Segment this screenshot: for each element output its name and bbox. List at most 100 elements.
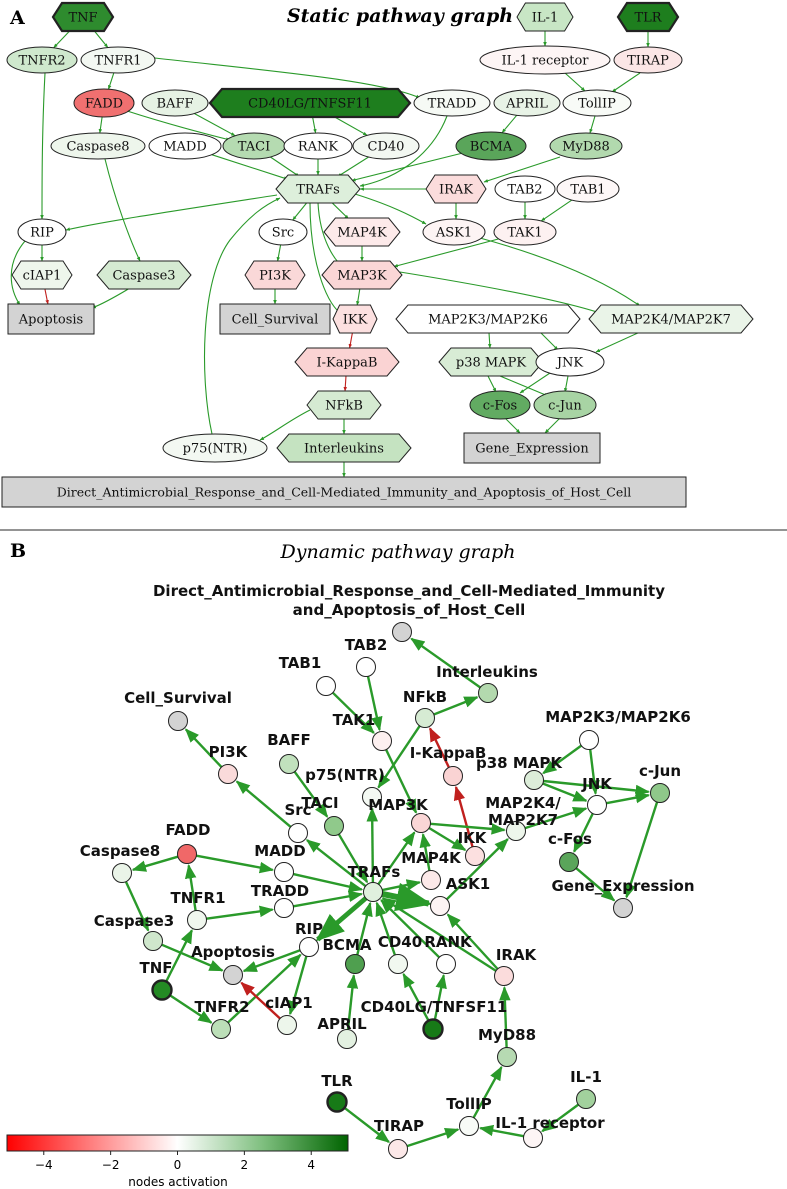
edge-map3k-to-ikk	[356, 288, 361, 306]
edge-map2k36-to-p38	[542, 744, 583, 775]
node-il-1-receptor-label: IL-1 receptor	[501, 54, 589, 69]
node-taci: TACI	[222, 132, 286, 160]
edge-tollip-to-myd88	[472, 1065, 503, 1119]
node-caspase3: Caspase3	[94, 912, 174, 951]
node-map2k3-map2k6: MAP2K3/MAP2K6	[395, 304, 581, 334]
node-tnfr1-circle	[187, 910, 207, 930]
node-map3k-label: MAP3K	[368, 796, 429, 814]
node-tab1-circle	[316, 676, 336, 696]
node-map3k-shape	[321, 260, 403, 290]
node-il-1-receptor-label: IL-1 receptor	[495, 1114, 605, 1132]
node-tnfr2: TNFR2	[194, 998, 250, 1039]
node-bcma-circle	[345, 954, 365, 974]
node-jnk: JNK	[535, 347, 605, 377]
node-il-1-label: IL-1	[532, 11, 558, 26]
edge-april-to-bcma	[501, 114, 518, 134]
node-fadd: FADD	[165, 821, 211, 864]
node-cell-survival-label: Cell_Survival	[124, 689, 232, 707]
node-i-kappab-label: I-KappaB	[410, 744, 487, 762]
edge-madd-to-trafs	[211, 154, 289, 180]
node-apoptosis-label: Apoptosis	[18, 313, 83, 328]
node-rank: RANK	[283, 132, 353, 160]
edge-rip-to-apoptosis	[10, 240, 26, 306]
node-map3k: MAP3K	[368, 796, 431, 833]
node-map4k-shape	[323, 217, 401, 247]
node-map2k3-map2k6-label: MAP2K3/MAP2K6	[545, 708, 691, 726]
node-tab2-shape	[494, 175, 556, 203]
panel-b-nodes: Direct_Antimicrobial_Response_and_Cell-M…	[80, 582, 695, 1159]
panel-b-title: Dynamic pathway graph	[279, 541, 515, 563]
node-gene-expression-circle	[613, 898, 633, 918]
node-pi3k-circle	[218, 764, 238, 784]
node-tnfr2-label: TNFR2	[18, 54, 65, 69]
node-il-1-receptor-circle	[523, 1128, 543, 1148]
edge-jnk-to-cfos	[573, 812, 594, 853]
node-i-kappab-label: I-KappaB	[317, 356, 378, 371]
node-rank-shape	[283, 132, 353, 160]
panel-b-edges	[124, 637, 659, 1148]
node-cd40: CD40	[378, 933, 422, 974]
node-c-jun-circle	[650, 783, 670, 803]
node-direct-antimicrobial-response-and-cell-mediated-immunity-and-apoptosis-of-host-cell: Direct_Antimicrobial_Response_and_Cell-M…	[1, 476, 687, 508]
node-tab1: TAB1	[279, 654, 336, 696]
node-interleukins: Interleukins	[436, 663, 538, 703]
edge-tnf-to-tnfr1	[165, 929, 193, 983]
node-tnf-label: TNF	[68, 11, 97, 26]
edge-fadd-to-taci	[123, 109, 231, 141]
node-src-label: Src	[284, 801, 311, 819]
edge-p38-to-cfos	[487, 375, 497, 393]
node-irak: IRAK	[425, 174, 487, 204]
colorbar-tick-label: 4	[307, 1158, 315, 1172]
node-bcma-label: BCMA	[470, 140, 513, 155]
node-jnk-circle	[587, 795, 607, 815]
node-ask1-shape	[422, 218, 486, 246]
node-myd88-shape	[549, 132, 623, 160]
node-i-kappab-shape	[294, 347, 400, 377]
node-map2k3-map2k6-label: MAP2K3/MAP2K6	[428, 313, 548, 328]
edge-baff-to-taci	[293, 770, 329, 818]
node-caspase8-circle	[112, 863, 132, 883]
node-tlr: TLR	[321, 1072, 353, 1113]
node-tirap-label: TIRAP	[374, 1117, 424, 1135]
colorbar-tick-label: −4	[35, 1158, 53, 1172]
node-trafs-label: TRAFs	[296, 183, 340, 198]
node-trafs-shape	[275, 174, 361, 204]
edge-map3k-to-map2k47	[430, 822, 506, 835]
edge-tollip-to-myd88	[589, 115, 596, 134]
node-ikk-label: IKK	[343, 313, 368, 328]
node-rip: RIP	[295, 920, 323, 957]
edge-nfkb-to-interleukins	[433, 696, 479, 716]
node-ikk: IKK	[458, 829, 488, 866]
node-rank: RANK	[424, 933, 473, 974]
edge-p38-to-cjun	[543, 779, 651, 797]
node-madd: MADD	[254, 842, 306, 882]
node-taci: TACI	[301, 794, 344, 836]
node-p75-ntr-label: p75(NTR)	[183, 442, 248, 457]
node-madd: MADD	[148, 132, 222, 160]
node-tirap: TIRAP	[374, 1117, 424, 1159]
edge-caspase8-to-caspase3	[124, 881, 150, 932]
edge-map4k-to-map3k	[419, 832, 431, 871]
node-c-jun-label: c-Jun	[639, 762, 681, 780]
node-il-1-circle	[576, 1089, 596, 1109]
node-madd-shape	[148, 132, 222, 160]
edge-trafs-to-map3k	[377, 831, 416, 885]
edge-src-to-pi3k	[235, 780, 292, 828]
node-rip-shape	[17, 218, 67, 246]
node-tirap-shape	[613, 46, 683, 74]
node-april: APRIL	[317, 1015, 367, 1049]
node-tnfr2-shape	[6, 46, 78, 74]
edge-cfos-to-geneexp	[504, 417, 521, 434]
node-p38-mapk: p38 MAPK	[438, 347, 544, 377]
node-nfkb-label: NFkB	[403, 688, 447, 706]
node-madd-label: MADD	[163, 140, 207, 155]
edge-rip-to-ciap1	[288, 955, 308, 1016]
edge-april-to-bcma	[346, 973, 359, 1030]
edge-il1r-to-tollip	[564, 72, 586, 92]
node-map2k3-map2k6-circle	[579, 730, 599, 750]
node-cd40-label: CD40	[378, 933, 422, 951]
node-tnfr1-shape	[80, 46, 156, 74]
node-tollip-label: TollIP	[578, 97, 616, 112]
node-caspase3-shape	[96, 260, 192, 290]
